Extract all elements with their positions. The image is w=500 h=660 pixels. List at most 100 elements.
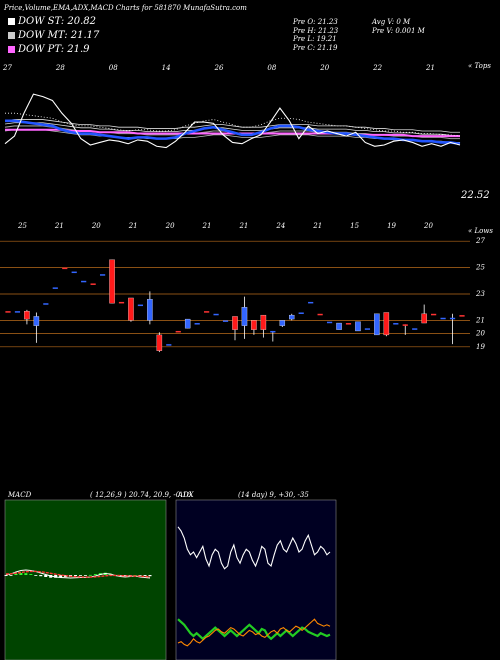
- bottom-date-label: 15: [350, 222, 360, 230]
- bottom-date-label: 21: [54, 222, 64, 230]
- macd-histogram-bar: [148, 575, 152, 577]
- lows-label: « Lows: [468, 227, 493, 235]
- candle-body: [24, 311, 30, 320]
- candle-body: [412, 328, 418, 330]
- legend-swatch-pt: [8, 46, 15, 53]
- bottom-date-label: 20: [424, 222, 433, 230]
- candle-body: [345, 323, 352, 325]
- candle-body: [156, 334, 163, 351]
- top-date-label: 08: [267, 64, 277, 72]
- candle-body: [459, 315, 465, 317]
- price-ema-chart: [4, 93, 461, 149]
- candle-body: [288, 314, 295, 320]
- candle-body: [298, 312, 304, 314]
- chart-title: Price,Volume,EMA,ADX,MACD Charts for 581…: [4, 4, 247, 12]
- top-date-label: 08: [108, 64, 118, 72]
- candle-body: [364, 328, 371, 330]
- candle-body: [81, 280, 87, 283]
- candle-body: [43, 303, 49, 305]
- y-tick-label: 21: [475, 316, 485, 324]
- bottom-date-label: 20: [165, 222, 175, 230]
- legend-dow-pt-label: DOW PT: 21.9: [18, 44, 90, 55]
- macd-histogram-bar: [59, 575, 63, 578]
- candle-body: [109, 259, 115, 304]
- y-tick-label: 23: [475, 290, 485, 298]
- ema-band-line: [4, 119, 460, 133]
- legend-dow-st-label: DOW ST: 20.82: [18, 16, 97, 27]
- macd-title: MACD: [8, 491, 32, 499]
- y-tick-label: 27: [475, 237, 485, 245]
- candle-body: [52, 287, 58, 289]
- candle-body: [336, 322, 342, 330]
- macd-histogram-bar: [34, 575, 38, 576]
- candle-body: [62, 267, 68, 270]
- candle-body: [317, 313, 323, 316]
- bottom-date-label: 24: [276, 222, 286, 230]
- legend-dow-mt-label: DOW MT: 21.17: [18, 30, 100, 41]
- candle-body: [213, 313, 219, 316]
- candle-body: [14, 311, 21, 313]
- candle-body: [71, 271, 77, 274]
- macd-histogram-bar: [44, 575, 48, 577]
- bottom-date-label: 19: [387, 222, 396, 230]
- legend-swatch-mt: [8, 32, 15, 39]
- candle-body: [232, 316, 238, 330]
- macd-histogram-bar: [19, 573, 23, 575]
- top-date-label: 27: [3, 64, 12, 72]
- stat-pre-low: Pre L: 19.21: [293, 35, 337, 43]
- macd-panel-bg: [4, 499, 167, 660]
- stat-pre-close: Pre C: 21.19: [293, 43, 338, 52]
- macd-histogram-bar: [138, 575, 142, 576]
- adx-series-line: [177, 526, 331, 570]
- ema-band-line: [4, 122, 460, 136]
- last-price-label: 22.52: [461, 190, 490, 201]
- stat-pre-volume: Pre V: 0.001 M: [372, 26, 425, 35]
- macd-histogram-bar: [143, 575, 147, 576]
- candle-body: [308, 301, 314, 304]
- candle-body: [99, 274, 106, 276]
- candle-body: [137, 304, 144, 307]
- candle-body: [90, 283, 96, 285]
- candle-body: [194, 323, 200, 325]
- y-tick-label: 25: [475, 264, 485, 272]
- adx-params: (14 day) 9, +30, -35: [238, 491, 309, 499]
- bottom-date-label: 20: [91, 222, 101, 230]
- macd-histogram-bar: [24, 573, 28, 575]
- candle-body: [166, 344, 172, 346]
- bottom-date-label: 25: [18, 222, 27, 230]
- top-date-label: 20: [320, 64, 330, 72]
- y-tick-label: 20: [475, 330, 485, 338]
- candle-body: [175, 330, 181, 333]
- candle-body: [128, 297, 134, 321]
- stat-avg-volume: Avg V: 0 M: [372, 18, 411, 26]
- legend-dow-st: DOW ST: 20.82: [8, 16, 96, 27]
- top-date-label: 14: [161, 64, 171, 72]
- macd-histogram-bar: [29, 574, 33, 575]
- macd-histogram-bar: [93, 574, 97, 575]
- macd-histogram-bar: [88, 574, 92, 576]
- ema-series-line: [4, 93, 461, 149]
- candle-body: [421, 313, 427, 324]
- candle-body: [449, 317, 456, 320]
- macd-histogram-bar: [83, 575, 87, 576]
- top-date-label: 26: [214, 64, 224, 72]
- candle-body: [5, 311, 11, 313]
- candle-body: [147, 299, 153, 321]
- candle-body: [251, 320, 257, 330]
- top-date-label: 28: [55, 64, 65, 72]
- candle-body: [355, 321, 361, 332]
- bottom-date-label: 21: [128, 222, 138, 230]
- stat-pre-open: Pre O: 21.23: [293, 18, 338, 26]
- candle-body: [279, 320, 286, 326]
- stats-col2: Avg V: 0 M Pre V: 0.001 M: [372, 18, 425, 35]
- legend-swatch-st: [8, 18, 15, 25]
- bottom-date-label: 21: [239, 222, 249, 230]
- stats-col1: Pre O: 21.23 Pre H: 21.23 Pre L: 19.21 P…: [293, 18, 338, 52]
- candle-body: [260, 314, 267, 330]
- candle-body: [204, 311, 210, 313]
- stat-pre-high: Pre H: 21.23: [293, 26, 339, 35]
- macd-histogram-bar: [78, 575, 82, 576]
- bottom-date-label: 21: [202, 222, 212, 230]
- top-date-label: 22: [373, 64, 383, 72]
